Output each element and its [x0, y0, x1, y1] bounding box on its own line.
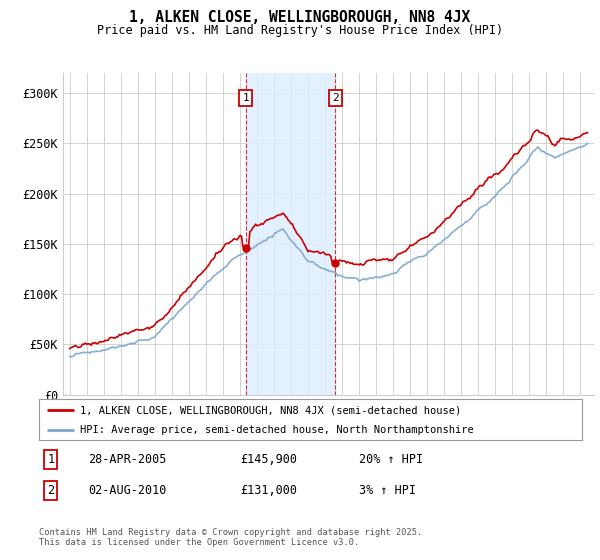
Text: Price paid vs. HM Land Registry's House Price Index (HPI): Price paid vs. HM Land Registry's House …	[97, 24, 503, 37]
Text: 28-APR-2005: 28-APR-2005	[88, 453, 166, 466]
Text: 02-AUG-2010: 02-AUG-2010	[88, 484, 166, 497]
Text: Contains HM Land Registry data © Crown copyright and database right 2025.
This d: Contains HM Land Registry data © Crown c…	[39, 528, 422, 547]
Bar	[245, 73, 335, 395]
Text: 3% ↑ HPI: 3% ↑ HPI	[359, 484, 416, 497]
Text: 2: 2	[47, 484, 55, 497]
Text: HPI: Average price, semi-detached house, North Northamptonshire: HPI: Average price, semi-detached house,…	[80, 424, 473, 435]
Text: 1, ALKEN CLOSE, WELLINGBOROUGH, NN8 4JX: 1, ALKEN CLOSE, WELLINGBOROUGH, NN8 4JX	[130, 10, 470, 25]
Text: £145,900: £145,900	[240, 453, 297, 466]
Text: 2: 2	[332, 93, 338, 103]
Text: 1: 1	[242, 93, 249, 103]
Text: 1, ALKEN CLOSE, WELLINGBOROUGH, NN8 4JX (semi-detached house): 1, ALKEN CLOSE, WELLINGBOROUGH, NN8 4JX …	[80, 405, 461, 415]
Text: 20% ↑ HPI: 20% ↑ HPI	[359, 453, 424, 466]
Text: £131,000: £131,000	[240, 484, 297, 497]
Text: 1: 1	[47, 453, 55, 466]
